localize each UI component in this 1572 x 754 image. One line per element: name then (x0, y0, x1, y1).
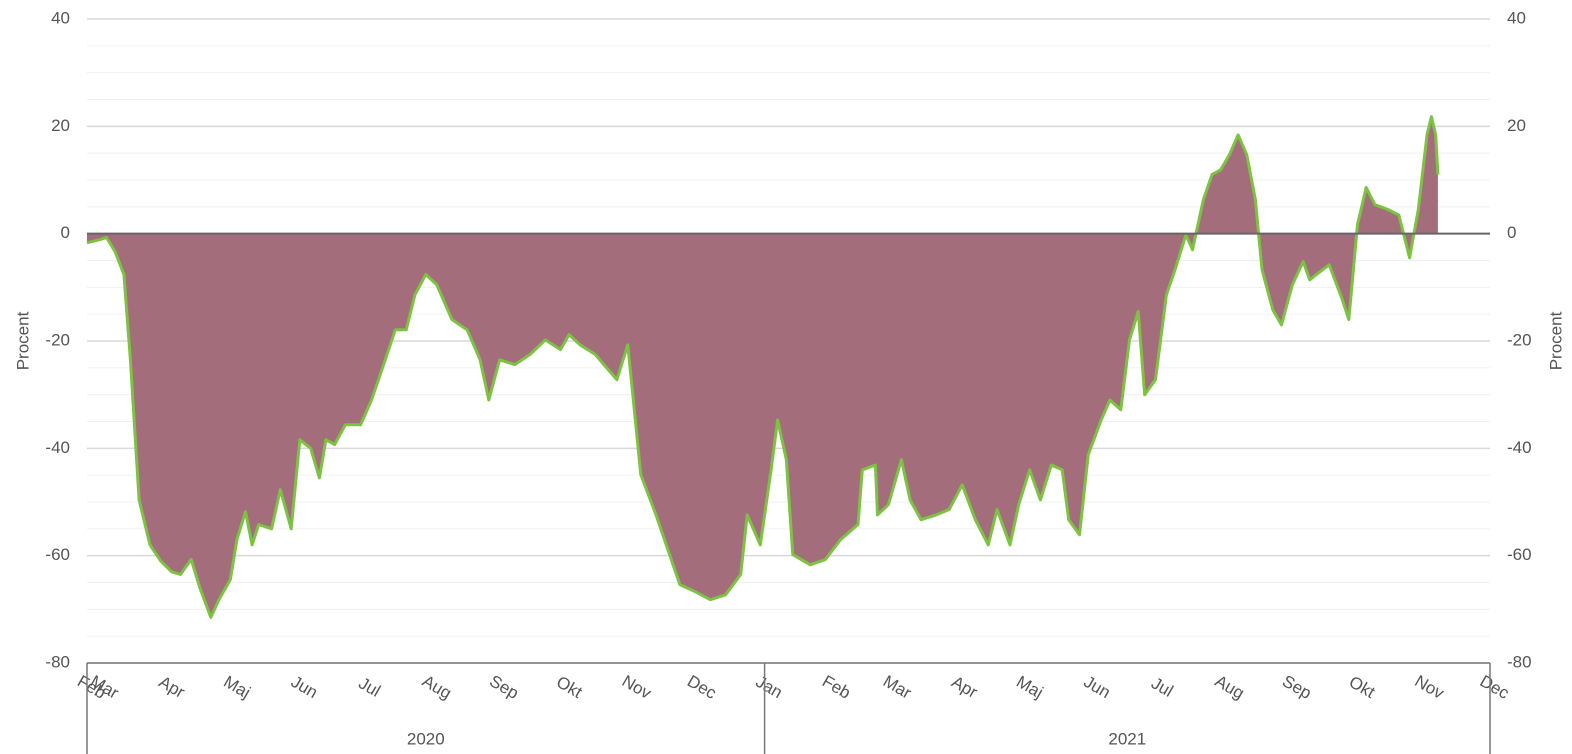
y2-tick-label: 40 (1507, 8, 1526, 27)
y-tick-label: -20 (45, 330, 70, 349)
area-line (86, 115, 1440, 619)
x-tick-label: Sep (486, 671, 522, 703)
x-tick-label: Dec (1477, 671, 1513, 703)
y-tick-label: -80 (45, 652, 70, 671)
y-tick-label: -40 (45, 438, 70, 457)
x-tick-label: Sep (1279, 671, 1315, 703)
x-tick-label: Jul (355, 673, 383, 700)
x-group-label: 2021 (1108, 729, 1146, 748)
x-tick-label: Okt (1346, 672, 1379, 702)
x-tick-label: Okt (553, 672, 586, 702)
x-tick-label: Feb (819, 672, 854, 703)
x-tick-label: Mar (880, 672, 915, 703)
x-tick-label: Maj (1013, 672, 1046, 702)
x-tick-label: Jun (1080, 672, 1113, 702)
area (87, 116, 1438, 618)
x-tick-label: Jun (288, 672, 321, 702)
y-tick-label: 20 (51, 116, 70, 135)
x-tick-label: Jul (1148, 673, 1176, 700)
y-tick-label: 0 (61, 223, 70, 242)
x-tick-label: Maj (220, 672, 253, 702)
x-tick-label: Jan (752, 672, 785, 702)
x-tick-label: Nov (619, 671, 655, 703)
y2-axis-label: Procent (1546, 311, 1565, 370)
y2-tick-label: -80 (1507, 652, 1532, 671)
y2-tick-label: -20 (1507, 330, 1532, 349)
x-tick-label: Apr (156, 672, 189, 702)
x-group-label: 2020 (407, 729, 445, 748)
x-tick-label: Nov (1412, 671, 1448, 703)
x-tick-label: Aug (1212, 671, 1248, 703)
y2-tick-label: 20 (1507, 116, 1526, 135)
y2-tick-label: -60 (1507, 545, 1532, 564)
y-tick-label: -60 (45, 545, 70, 564)
y-tick-label: 40 (51, 8, 70, 27)
x-tick-label: Dec (684, 671, 720, 703)
y-axis-label: Procent (13, 311, 32, 370)
y2-tick-label: 0 (1507, 223, 1516, 242)
y2-tick-label: -40 (1507, 438, 1532, 457)
x-tick-label: Apr (948, 672, 981, 702)
x-tick-label: Aug (419, 671, 455, 703)
